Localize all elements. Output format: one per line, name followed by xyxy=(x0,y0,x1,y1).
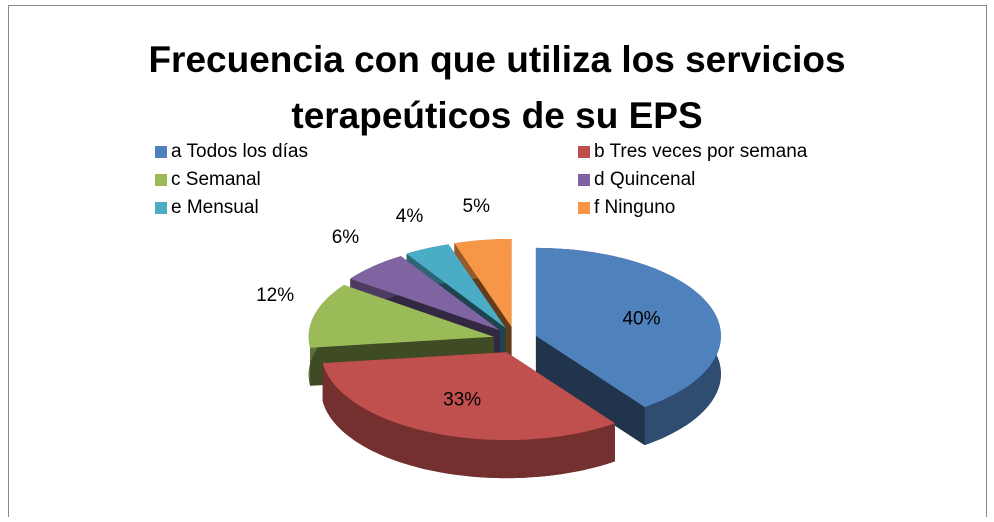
data-label: 12% xyxy=(256,285,294,306)
legend-swatch xyxy=(578,202,590,214)
data-label: 33% xyxy=(443,390,481,411)
slice xyxy=(322,352,615,441)
data-label: 40% xyxy=(622,309,660,330)
legend-label: f Ninguno xyxy=(594,197,675,218)
legend-label: b Tres veces por semana xyxy=(594,141,808,162)
legend-label: c Semanal xyxy=(171,169,261,190)
legend-label: e Mensual xyxy=(171,197,259,218)
slice xyxy=(535,247,721,408)
slice-wall xyxy=(535,335,645,446)
slice xyxy=(308,285,494,348)
data-label: 5% xyxy=(463,196,491,217)
slice-rim xyxy=(322,363,615,479)
slice xyxy=(454,239,512,327)
legend-swatch xyxy=(155,202,167,214)
legend-swatch xyxy=(155,174,167,186)
legend-label: a Todos los días xyxy=(171,141,308,162)
legend-swatch xyxy=(578,146,590,158)
legend-swatch xyxy=(155,146,167,158)
data-label: 4% xyxy=(396,206,424,227)
slice xyxy=(406,244,506,329)
chart-title-line1: Frecuencia con que utiliza los servicios… xyxy=(148,39,845,136)
legend-swatch xyxy=(578,174,590,186)
data-label: 6% xyxy=(332,227,360,248)
legend-label: d Quincenal xyxy=(594,169,695,190)
slice xyxy=(350,256,500,331)
